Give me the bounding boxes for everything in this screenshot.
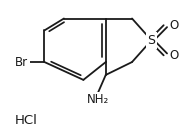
Text: NH₂: NH₂ [87,93,109,106]
Text: O: O [170,49,179,62]
Text: O: O [170,19,179,32]
Text: HCl: HCl [15,113,38,126]
Text: S: S [148,34,155,47]
Text: Br: Br [15,56,28,69]
